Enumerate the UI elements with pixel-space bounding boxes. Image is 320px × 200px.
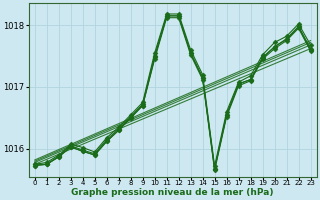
X-axis label: Graphe pression niveau de la mer (hPa): Graphe pression niveau de la mer (hPa) [71, 188, 274, 197]
